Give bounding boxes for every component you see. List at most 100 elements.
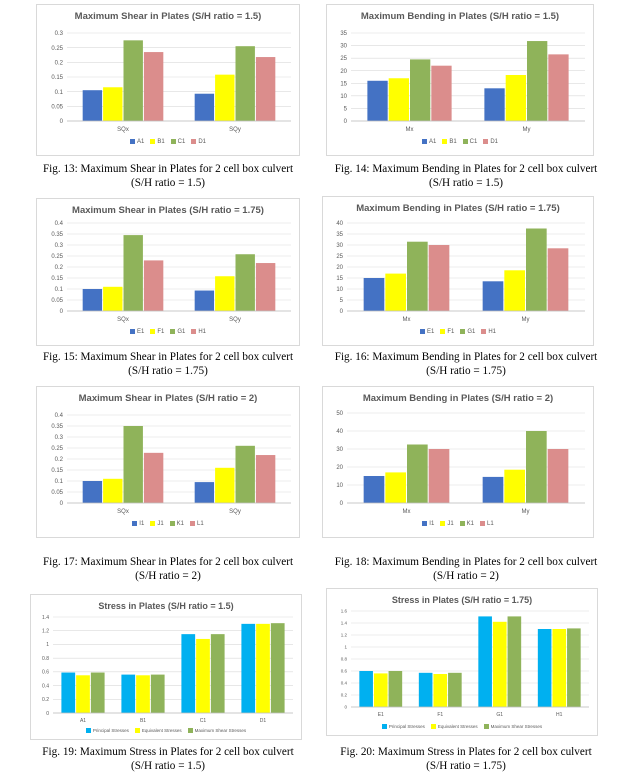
bar-My-f1 <box>504 270 525 311</box>
legend-label: C1 <box>469 139 478 145</box>
legend-item: A1 <box>421 138 437 145</box>
legend-swatch <box>381 724 387 729</box>
bar-Mx-g1 <box>407 241 428 311</box>
y-tick-label: 15 <box>340 81 347 87</box>
legend-label: Maximum Shear Stresses <box>194 727 247 733</box>
y-tick-label: 0.2 <box>42 697 49 703</box>
bar-Mx-e1 <box>363 278 385 311</box>
bar-C1-principal-stresses <box>181 634 196 713</box>
legend-swatch <box>440 328 446 334</box>
chart-legend: A1 B1 C1 D1 <box>327 138 593 145</box>
legend-item: J1 <box>440 520 454 527</box>
legend-label: I1 <box>429 521 435 527</box>
legend-item: Principal Stresses <box>85 728 129 733</box>
y-tick-label: 0 <box>46 711 49 717</box>
y-tick-label: 0.05 <box>51 298 63 304</box>
bar-E1-principal-stresses <box>359 671 373 707</box>
bar-SQx-l1 <box>143 452 164 503</box>
y-tick-label: 0.4 <box>55 221 64 227</box>
y-tick-label: 1.2 <box>341 633 348 638</box>
chart-legend: E1 F1 G1 H1 <box>37 328 299 335</box>
y-tick-label: 1.4 <box>341 621 348 626</box>
caption-fig14-line2: (S/H ratio = 1.5) <box>428 177 504 189</box>
legend-swatch <box>421 138 427 144</box>
legend-label: A1 <box>428 139 437 145</box>
bar-SQy-k1 <box>235 445 255 503</box>
legend-label: G1 <box>467 329 476 335</box>
y-tick-label: 40 <box>336 221 343 227</box>
legend-label: E1 <box>426 329 435 335</box>
x-category-label: SQx <box>117 317 129 323</box>
bar-H1-principal-stresses <box>537 629 552 707</box>
legend-item: Maximum Shear Stresses <box>187 727 247 733</box>
legend-swatch <box>150 138 156 144</box>
legend-item: C1 <box>462 138 478 145</box>
legend-label: G1 <box>177 329 186 335</box>
bar-Mx-k1 <box>407 444 428 503</box>
chart-fig17: Maximum Shear in Plates (S/H ratio = 2) 0… <box>36 386 300 538</box>
legend-swatch <box>460 328 466 334</box>
y-tick-label: 5 <box>344 107 348 113</box>
bar-A1-principal-stresses <box>61 672 76 713</box>
legend-label: K1 <box>176 521 184 527</box>
chart-title: Maximum Bending in Plates (S/H ratio = 1… <box>360 11 560 22</box>
bar-SQx-e1 <box>82 289 103 311</box>
legend-swatch <box>442 138 448 144</box>
caption-fig18-line2: (S/H ratio = 2) <box>433 570 499 582</box>
legend-swatch <box>422 520 428 526</box>
y-tick-label: 0.05 <box>51 104 63 110</box>
bar-SQx-a1 <box>82 90 103 121</box>
bar-G1-maximum-shear-stresses <box>507 616 522 707</box>
x-category-label: B1 <box>140 718 146 724</box>
bar-SQy-e1 <box>194 290 215 311</box>
legend-swatch <box>481 328 487 334</box>
chart-title: Maximum Shear in Plates (S/H ratio = 1.7… <box>72 205 264 216</box>
y-tick-label: 20 <box>340 69 347 75</box>
legend-swatch <box>129 138 135 144</box>
x-category-label: SQy <box>229 127 241 133</box>
legend-item: G1 <box>460 328 476 335</box>
legend-swatch <box>430 724 436 729</box>
caption-fig19-line1: Fig. 19: Maximum Stress in Plates for 2 … <box>42 746 294 758</box>
chart-fig13: Maximum Shear in Plates (S/H ratio = 1.5… <box>36 4 300 156</box>
bar-SQy-l1 <box>255 455 276 503</box>
bar-SQx-f1 <box>103 286 123 311</box>
chart-svg: 0 0.05 0.1 0.15 0.2 0.25 0.3 0.35 0.4 SQx SQy <box>51 221 291 323</box>
legend-swatch <box>134 728 140 733</box>
y-tick-label: 0.6 <box>341 669 348 674</box>
bar-SQx-d1 <box>143 52 164 121</box>
legend-swatch <box>170 138 176 144</box>
legend-swatch <box>170 328 176 334</box>
y-tick-label: 0.05 <box>51 490 63 496</box>
legend-item: I1 <box>422 520 435 527</box>
bar-SQy-i1 <box>194 482 215 503</box>
caption-fig17: Fig. 17: Maximum Shear in Plates for 2 c… <box>20 555 316 583</box>
bar-My-e1 <box>482 281 504 311</box>
legend-item: D1 <box>483 138 498 145</box>
legend-swatch <box>191 328 197 334</box>
y-tick-label: 0.25 <box>51 46 63 52</box>
bar-SQx-i1 <box>82 481 103 503</box>
bar-E1-maximum-shear-stresses <box>388 671 403 707</box>
x-category-label: SQx <box>117 509 129 515</box>
caption-fig18: Fig. 18: Maximum Bending in Plates for 2… <box>316 555 616 583</box>
y-tick-label: 0.15 <box>51 468 63 474</box>
legend-item: L1 <box>480 520 494 527</box>
bar-F1-equivalent-stresses <box>433 674 448 707</box>
caption-fig14: Fig. 14: Maximum Bending in Plates for 2… <box>316 162 616 190</box>
y-tick-label: 0 <box>344 119 348 125</box>
y-tick-label: 0.6 <box>42 670 49 676</box>
legend-item: H1 <box>481 328 496 335</box>
bar-SQy-g1 <box>235 254 255 311</box>
bar-SQx-c1 <box>123 40 143 122</box>
legend-item: F1 <box>150 328 164 335</box>
legend-label: L1 <box>487 521 494 527</box>
x-category-label: E1 <box>378 712 384 718</box>
legend-swatch <box>190 520 195 526</box>
y-tick-label: 0.1 <box>55 479 64 485</box>
caption-fig13: Fig. 13: Maximum Shear in Plates for 2 c… <box>20 162 316 190</box>
bar-SQx-g1 <box>123 235 143 311</box>
chart-legend: A1 B1 C1 D1 <box>37 138 299 145</box>
bar-SQy-f1 <box>215 276 235 311</box>
bar-SQy-d1 <box>255 57 276 121</box>
